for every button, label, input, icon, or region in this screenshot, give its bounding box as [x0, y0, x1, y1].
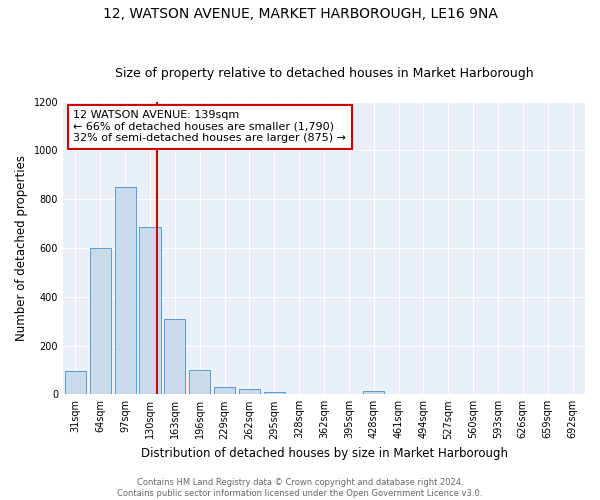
Bar	[139, 227, 161, 394]
Text: 12 WATSON AVENUE: 139sqm
← 66% of detached houses are smaller (1,790)
32% of sem: 12 WATSON AVENUE: 139sqm ← 66% of detach…	[73, 110, 346, 144]
Bar	[115, 187, 136, 394]
X-axis label: Distribution of detached houses by size in Market Harborough: Distribution of detached houses by size …	[140, 447, 508, 460]
Bar	[264, 392, 285, 394]
Bar	[239, 389, 260, 394]
Bar	[363, 392, 384, 394]
Bar	[65, 371, 86, 394]
Text: 12, WATSON AVENUE, MARKET HARBOROUGH, LE16 9NA: 12, WATSON AVENUE, MARKET HARBOROUGH, LE…	[103, 8, 497, 22]
Bar	[164, 318, 185, 394]
Text: Contains HM Land Registry data © Crown copyright and database right 2024.
Contai: Contains HM Land Registry data © Crown c…	[118, 478, 482, 498]
Bar	[90, 248, 111, 394]
Y-axis label: Number of detached properties: Number of detached properties	[15, 155, 28, 341]
Bar	[189, 370, 211, 394]
Title: Size of property relative to detached houses in Market Harborough: Size of property relative to detached ho…	[115, 66, 533, 80]
Bar	[214, 387, 235, 394]
